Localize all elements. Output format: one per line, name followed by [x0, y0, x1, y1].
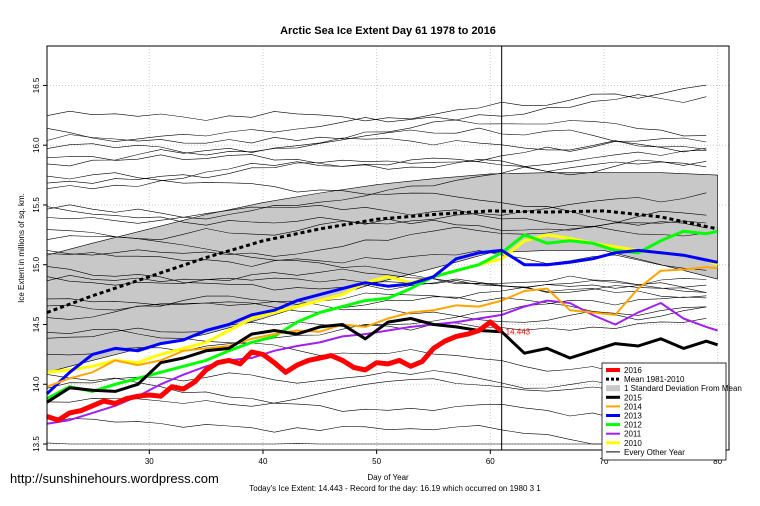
y-axis-label: Ice Extent in millions of sq. km. [17, 193, 26, 303]
other-year-line [46, 84, 707, 122]
legend-label-mean-1981-2010: Mean 1981-2010 [624, 375, 685, 384]
legend-label-2011: 2011 [624, 430, 642, 439]
chart-title: Arctic Sea Ice Extent Day 61 1978 to 201… [280, 25, 496, 37]
x-tick-label: 70 [600, 457, 609, 466]
other-year-line [46, 192, 707, 241]
y-tick-label: 14.0 [32, 376, 41, 392]
series-line-2013 [45, 248, 718, 395]
series-line-2014 [46, 266, 718, 388]
watermark-url: http://sunshinehours.wordpress.com [10, 471, 219, 486]
legend-label-2010: 2010 [624, 439, 642, 448]
legend-label-2012: 2012 [624, 421, 642, 430]
other-year-line [46, 370, 707, 394]
other-year-line [46, 268, 707, 293]
other-year-line [46, 298, 707, 323]
other-year-line [46, 418, 707, 445]
other-year-line [46, 318, 707, 339]
legend-label-2015: 2015 [624, 393, 642, 402]
x-tick-label: 80 [713, 457, 722, 466]
other-year-line [46, 140, 707, 184]
legend-label-2016: 2016 [624, 366, 642, 375]
y-tick-label: 15.0 [32, 256, 41, 272]
legend-swatch-1-standard-deviation-from-mean [606, 385, 620, 392]
other-year-line [46, 266, 707, 291]
series-line-2012 [46, 229, 718, 400]
y-tick-label: 16.5 [32, 77, 41, 93]
legend-label-every-other-year: Every Other Year [624, 448, 685, 457]
other-years [46, 84, 707, 445]
other-year-line [46, 378, 707, 407]
legend-box [601, 362, 727, 461]
other-year-line [46, 116, 707, 142]
x-tick-label: 40 [259, 457, 268, 466]
other-year-line [46, 296, 707, 356]
x-axis-label: Day of Year [367, 473, 409, 482]
std-band-area [46, 172, 718, 373]
x-tick-label: 50 [372, 457, 381, 466]
plot-frame [46, 45, 730, 451]
current-value-label: 14.443 [506, 327, 531, 336]
footer-text: Today's Ice Extent: 14.443 - Record for … [249, 484, 541, 493]
other-year-line [46, 94, 707, 144]
x-tick-label: 60 [486, 457, 495, 466]
y-tick-label: 16.0 [32, 137, 41, 153]
series-line-mean-1981-2010 [46, 209, 718, 314]
other-year-line [46, 127, 707, 156]
other-year-line [46, 137, 707, 167]
series-line-2016 [46, 319, 504, 423]
other-year-line [46, 154, 707, 172]
other-year-line [46, 150, 707, 190]
legend-label-2014: 2014 [624, 402, 642, 411]
other-year-line [46, 328, 707, 383]
series-group [45, 209, 719, 425]
legend-label-1-standard-deviation-from-mean: 1 Standard Deviation From Mean [624, 384, 742, 393]
other-year-line [46, 204, 707, 227]
y-axis: 13.5 14.0 14.5 15.0 15.5 16.0 16.5 [32, 77, 47, 452]
y-tick-label: 13.5 [32, 436, 41, 452]
series-line-2015 [46, 317, 719, 404]
other-year-line [46, 276, 707, 298]
other-year-line [46, 159, 707, 224]
series-line-2011 [46, 299, 718, 425]
other-year-line [46, 172, 707, 229]
x-tick-label: 30 [145, 457, 154, 466]
y-tick-label: 14.5 [32, 316, 41, 332]
other-year-line [46, 229, 707, 293]
std-band [46, 172, 718, 373]
legend-label-2013: 2013 [624, 412, 642, 421]
x-axis: 30 40 50 60 70 80 [145, 450, 723, 466]
other-year-line [46, 206, 707, 237]
series-line-2010 [46, 233, 719, 374]
y-tick-label: 15.5 [32, 197, 41, 213]
other-year-line [46, 277, 707, 320]
